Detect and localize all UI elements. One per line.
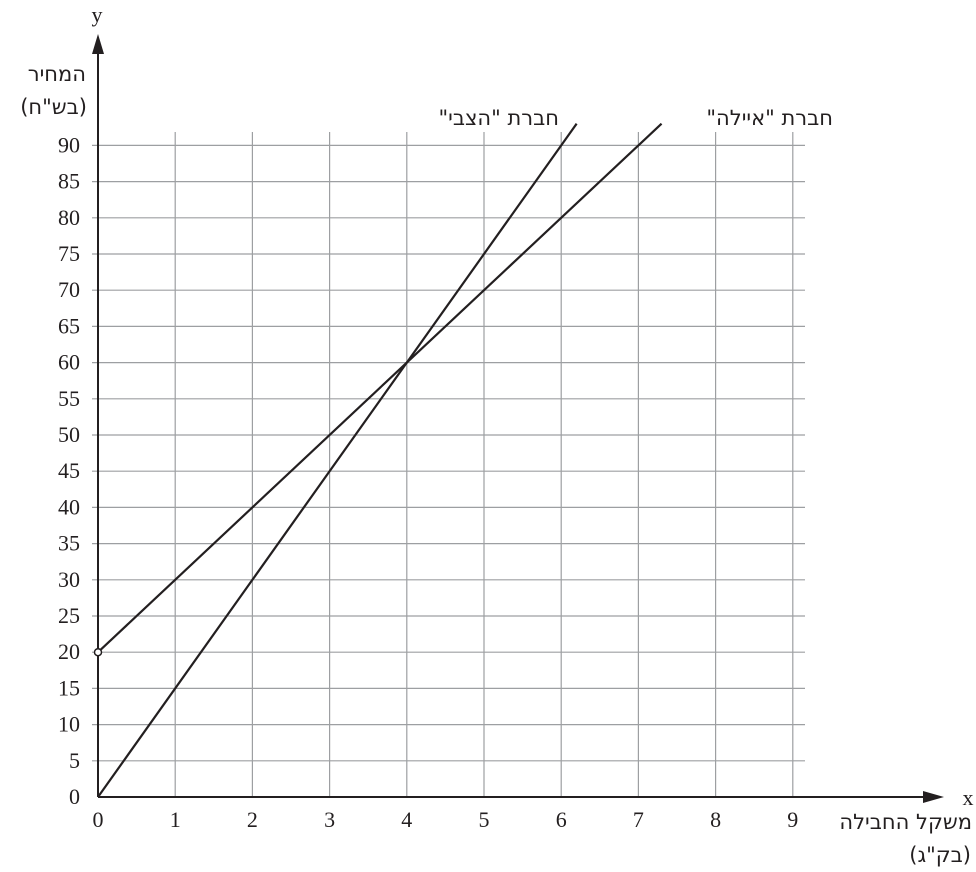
y-tick-label: 55 <box>58 386 80 411</box>
y-axis-letter: y <box>92 2 103 27</box>
x-tick-label: 6 <box>556 807 567 832</box>
y-tick-label: 50 <box>58 422 80 447</box>
y-tick-label: 90 <box>58 132 80 157</box>
y-axis-title: המחיר <box>28 62 86 86</box>
series-line-1 <box>97 122 663 654</box>
tick-labels: 0 1 2 3 4 5 6 7 8 9051015202530354045505560657075… <box>58 132 798 832</box>
y-tick-label: 75 <box>58 241 80 266</box>
x-tick-label: 2 <box>247 807 258 832</box>
x-tick-label: 3 <box>324 807 335 832</box>
series-line-0 <box>97 123 578 798</box>
y-tick-label: 70 <box>58 277 80 302</box>
series-label-tzvi: חברת "הצבי" <box>438 106 559 130</box>
y-axis-unit: (בש"ח) <box>20 95 87 119</box>
y-tick-label: 65 <box>58 313 80 338</box>
x-axis-letter: x <box>963 785 974 810</box>
x-tick-label: 0 <box>93 807 104 832</box>
grid <box>92 132 805 797</box>
series-label-ayala: חברת "איילה" <box>706 106 833 130</box>
y-tick-label: 85 <box>58 169 80 194</box>
y-tick-label: 0 <box>69 784 80 809</box>
x-tick-label: 4 <box>401 807 412 832</box>
x-axis-arrow-icon <box>923 791 944 803</box>
y-tick-label: 5 <box>69 748 80 773</box>
y-tick-label: 45 <box>58 458 80 483</box>
x-tick-label: 8 <box>710 807 721 832</box>
axes <box>92 34 944 803</box>
axis-and-series-labels: y המחיר (בש"ח) x משקל החבילה (בק"ג) חברת… <box>20 2 973 867</box>
x-axis-unit: (בק"ג) <box>909 843 971 867</box>
y-tick-label: 10 <box>58 712 80 737</box>
y-tick-label: 60 <box>58 350 80 375</box>
x-tick-label: 9 <box>787 807 798 832</box>
y-axis-arrow-icon <box>92 34 104 54</box>
series-start-marker <box>93 647 103 657</box>
y-tick-label: 20 <box>58 639 80 664</box>
y-tick-label: 25 <box>58 603 80 628</box>
series-lines <box>93 122 663 798</box>
y-tick-label: 80 <box>58 205 80 230</box>
y-tick-label: 15 <box>58 675 80 700</box>
x-tick-label: 5 <box>479 807 490 832</box>
x-axis-title: משקל החבילה <box>839 810 972 834</box>
x-tick-label: 1 <box>170 807 181 832</box>
y-tick-label: 30 <box>58 567 80 592</box>
x-tick-label: 7 <box>633 807 644 832</box>
y-tick-label: 40 <box>58 494 80 519</box>
y-tick-label: 35 <box>58 531 80 556</box>
